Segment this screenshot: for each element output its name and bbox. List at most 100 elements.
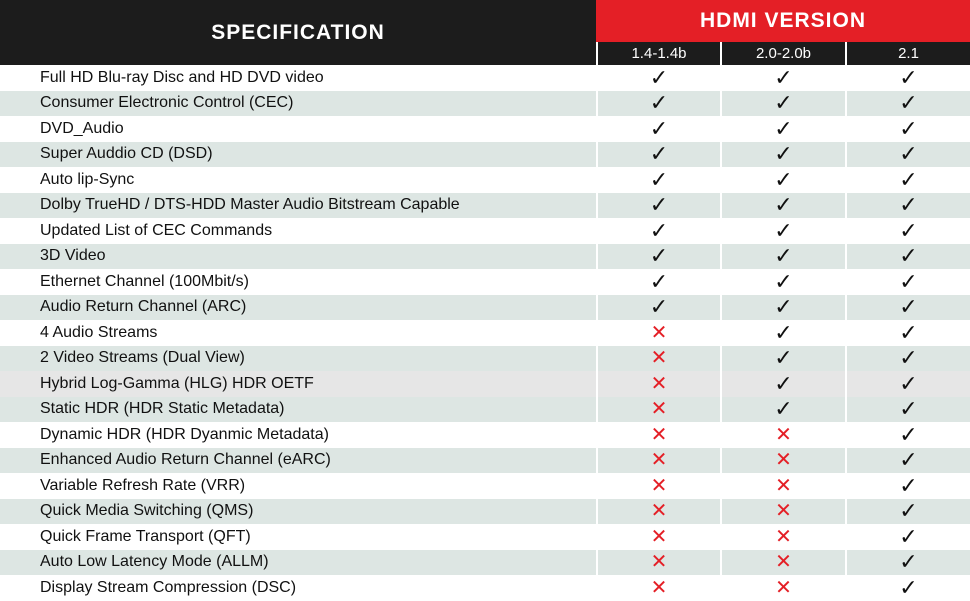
cross-icon: ✕	[775, 449, 792, 472]
checkmark-icon: ✓	[774, 115, 793, 141]
support-cell: ✕	[596, 447, 720, 473]
support-cell: ✕	[720, 422, 845, 448]
spec-label: Consumer Electronic Control (CEC)	[40, 94, 294, 112]
spec-label: 3D Video	[40, 247, 106, 265]
support-cell: ✕	[596, 345, 720, 371]
checkmark-icon: ✓	[649, 294, 669, 320]
table-row: Quick Frame Transport (QFT) ✕ ✕ ✓	[0, 524, 970, 550]
cross-icon: ✕	[650, 449, 668, 472]
checkmark-icon: ✓	[899, 345, 918, 371]
support-cell: ✓	[845, 116, 970, 142]
support-cell: ✓	[845, 65, 970, 91]
checkmark-icon: ✓	[899, 370, 918, 396]
checkmark-icon: ✓	[774, 217, 793, 243]
checkmark-icon: ✓	[899, 294, 918, 320]
support-cell: ✓	[845, 396, 970, 422]
cross-icon: ✕	[650, 423, 668, 446]
support-cell: ✓	[596, 192, 720, 218]
support-cell: ✕	[720, 549, 845, 575]
cross-icon: ✕	[650, 398, 668, 421]
cross-icon: ✕	[775, 525, 792, 548]
support-cell: ✕	[596, 473, 720, 499]
spec-label: Audio Return Channel (ARC)	[40, 298, 247, 316]
version-columns: 1.4-1.4b 2.0-2.0b 2.1	[596, 42, 970, 65]
support-cell: ✓	[845, 269, 970, 295]
checkmark-icon: ✓	[774, 319, 793, 345]
checkmark-icon: ✓	[899, 549, 918, 575]
support-cell: ✕	[596, 320, 720, 346]
support-cell: ✓	[845, 549, 970, 575]
table-row: Enhanced Audio Return Channel (eARC) ✕ ✕ ✓	[0, 447, 970, 473]
spec-label: Auto Low Latency Mode (ALLM)	[40, 553, 269, 571]
support-cell: ✓	[720, 371, 845, 397]
support-cell: ✕	[596, 422, 720, 448]
support-cell: ✓	[720, 90, 845, 116]
spec-label: Ethernet Channel (100Mbit/s)	[40, 272, 249, 290]
checkmark-icon: ✓	[774, 64, 793, 90]
table-row: Audio Return Channel (ARC) ✓ ✓ ✓	[0, 294, 970, 320]
checkmark-icon: ✓	[899, 192, 918, 218]
cross-icon: ✕	[650, 576, 668, 599]
table-row: Quick Media Switching (QMS) ✕ ✕ ✓	[0, 498, 970, 524]
support-cell: ✓	[845, 141, 970, 167]
table-row: Dynamic HDR (HDR Dyanmic Metadata) ✕ ✕ ✓	[0, 422, 970, 448]
spec-label: Display Stream Compression (DSC)	[40, 578, 297, 596]
support-cell: ✓	[845, 320, 970, 346]
support-cell: ✓	[720, 320, 845, 346]
support-cell: ✓	[845, 243, 970, 269]
table-row: Consumer Electronic Control (CEC) ✓ ✓ ✓	[0, 90, 970, 116]
table-row: 2 Video Streams (Dual View) ✕ ✓ ✓	[0, 345, 970, 371]
checkmark-icon: ✓	[899, 64, 918, 90]
checkmark-icon: ✓	[899, 319, 918, 345]
table-row: Display Stream Compression (DSC) ✕ ✕ ✓	[0, 575, 970, 601]
table-row: 3D Video ✓ ✓ ✓	[0, 243, 970, 269]
checkmark-icon: ✓	[649, 141, 669, 167]
support-cell: ✕	[720, 447, 845, 473]
table-row: Super Auddio CD (DSD) ✓ ✓ ✓	[0, 141, 970, 167]
support-cell: ✓	[596, 218, 720, 244]
table-row: Full HD Blu-ray Disc and HD DVD video ✓ ✓ ✓	[0, 65, 970, 91]
support-cell: ✕	[596, 498, 720, 524]
support-cell: ✓	[845, 294, 970, 320]
spec-label: Variable Refresh Rate (VRR)	[40, 476, 246, 494]
checkmark-icon: ✓	[649, 115, 669, 141]
table-row: Updated List of CEC Commands ✓ ✓ ✓	[0, 218, 970, 244]
table-row: 4 Audio Streams ✕ ✓ ✓	[0, 320, 970, 346]
support-cell: ✕	[596, 549, 720, 575]
checkmark-icon: ✓	[774, 294, 793, 320]
checkmark-icon: ✓	[899, 396, 918, 422]
checkmark-icon: ✓	[649, 90, 669, 116]
checkmark-icon: ✓	[774, 268, 793, 294]
checkmark-icon: ✓	[899, 447, 918, 473]
support-cell: ✕	[596, 575, 720, 601]
checkmark-icon: ✓	[899, 523, 918, 549]
support-cell: ✓	[845, 218, 970, 244]
support-cell: ✓	[720, 116, 845, 142]
support-cell: ✓	[720, 243, 845, 269]
support-cell: ✓	[845, 498, 970, 524]
table-body: Full HD Blu-ray Disc and HD DVD video ✓ ✓ ✓…	[0, 65, 970, 601]
support-cell: ✕	[596, 396, 720, 422]
checkmark-icon: ✓	[774, 192, 793, 218]
spec-label: Dolby TrueHD / DTS-HDD Master Audio Bits…	[40, 196, 460, 214]
support-cell: ✓	[845, 447, 970, 473]
cross-icon: ✕	[775, 500, 792, 523]
version-column-header: 2.1	[845, 42, 970, 65]
support-cell: ✓	[596, 167, 720, 193]
support-cell: ✓	[596, 269, 720, 295]
checkmark-icon: ✓	[774, 141, 793, 167]
support-cell: ✕	[596, 524, 720, 550]
spec-label: Super Auddio CD (DSD)	[40, 145, 213, 163]
table-row: Variable Refresh Rate (VRR) ✕ ✕ ✓	[0, 473, 970, 499]
support-cell: ✓	[596, 243, 720, 269]
support-cell: ✕	[596, 371, 720, 397]
spec-label: Quick Media Switching (QMS)	[40, 502, 254, 520]
spec-label: Dynamic HDR (HDR Dyanmic Metadata)	[40, 425, 329, 443]
support-cell: ✓	[845, 192, 970, 218]
checkmark-icon: ✓	[899, 574, 918, 600]
spec-label: Quick Frame Transport (QFT)	[40, 527, 251, 545]
support-cell: ✓	[720, 218, 845, 244]
checkmark-icon: ✓	[899, 115, 918, 141]
hdmi-version-header: HDMI VERSION	[596, 0, 970, 42]
